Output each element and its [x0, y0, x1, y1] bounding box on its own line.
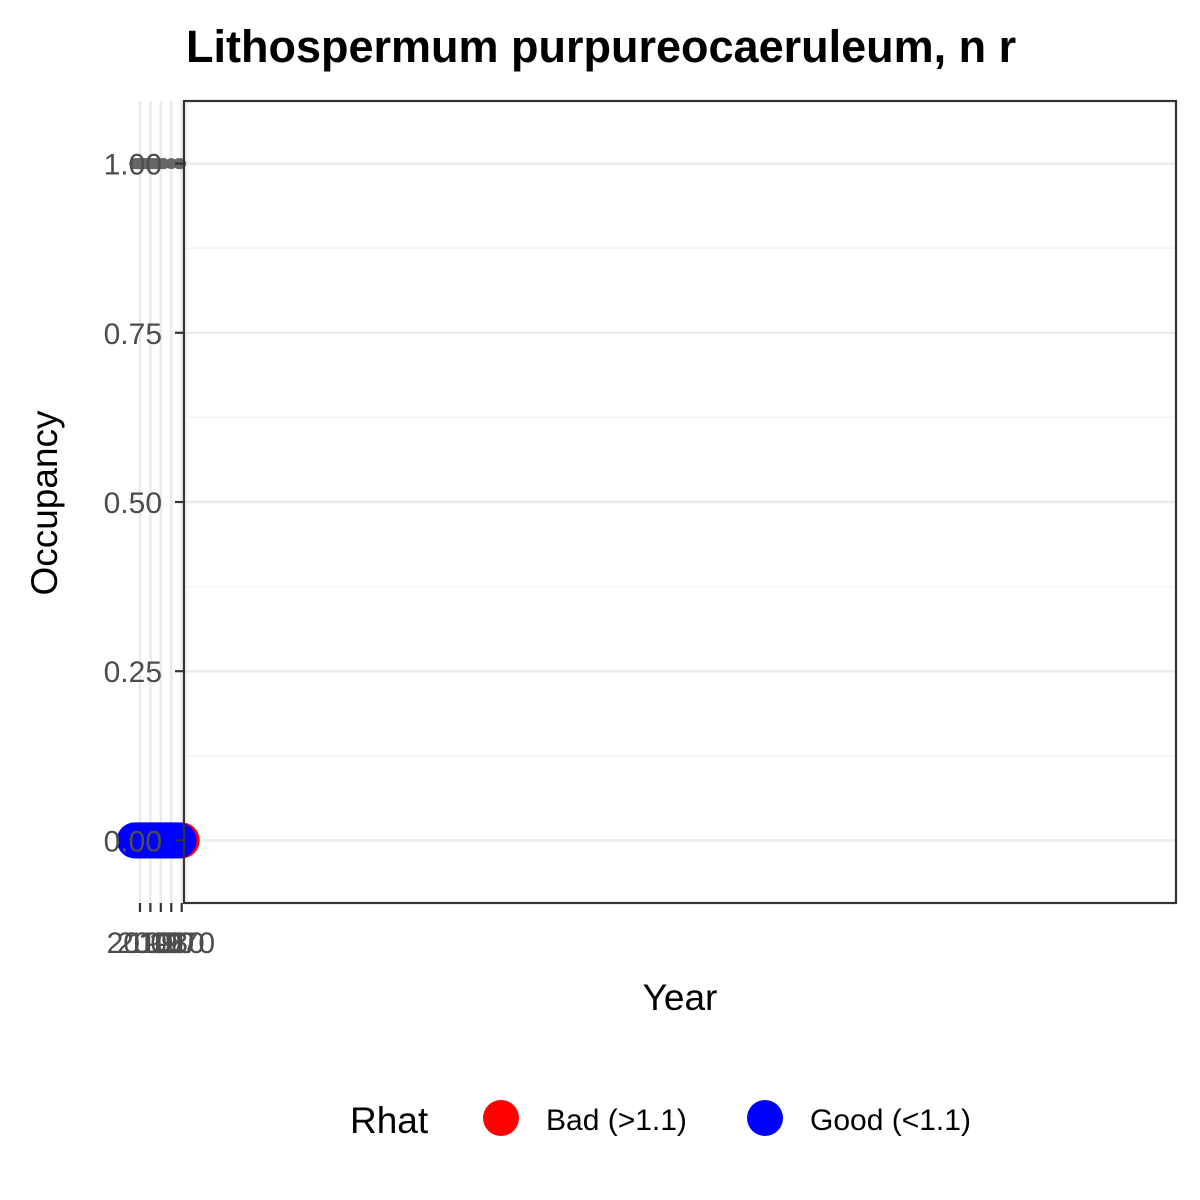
legend-key-good — [747, 1100, 783, 1136]
x-tick-label: 1970 — [148, 927, 215, 960]
y-tick-label: 0.25 — [104, 656, 162, 689]
y-axis-ticks: 0.00 0.25 0.50 0.75 1.00 — [104, 149, 184, 858]
x-tick-label: 2010 — [107, 927, 174, 960]
y-tick-label: 1.00 — [104, 149, 162, 182]
point-good — [116, 822, 153, 859]
y-tick-label: 0.75 — [104, 318, 162, 351]
legend-title: Rhat — [350, 1100, 429, 1141]
grid-minor — [184, 101, 1176, 903]
y-tick-label: 0.50 — [104, 487, 162, 520]
chart-title: Lithospermum purpureocaeruleum, n r — [186, 21, 1016, 72]
legend: Rhat Bad (>1.1) Good (<1.1) — [350, 1100, 971, 1141]
x-tick-label: 1990 — [127, 927, 194, 960]
legend-label-bad: Bad (>1.1) — [546, 1104, 687, 1137]
point-observed — [129, 158, 141, 170]
legend-label-good: Good (<1.1) — [810, 1104, 971, 1137]
y-axis-label: Occupancy — [24, 410, 65, 596]
y-tick-label: 0.00 — [104, 825, 162, 858]
data-points — [116, 158, 200, 859]
x-tick-label: 2000 — [117, 927, 184, 960]
legend-key-bad — [483, 1100, 519, 1136]
grid-major — [138, 101, 1176, 903]
x-tick-label: 1980 — [138, 927, 205, 960]
x-axis-label: Year — [643, 977, 718, 1018]
